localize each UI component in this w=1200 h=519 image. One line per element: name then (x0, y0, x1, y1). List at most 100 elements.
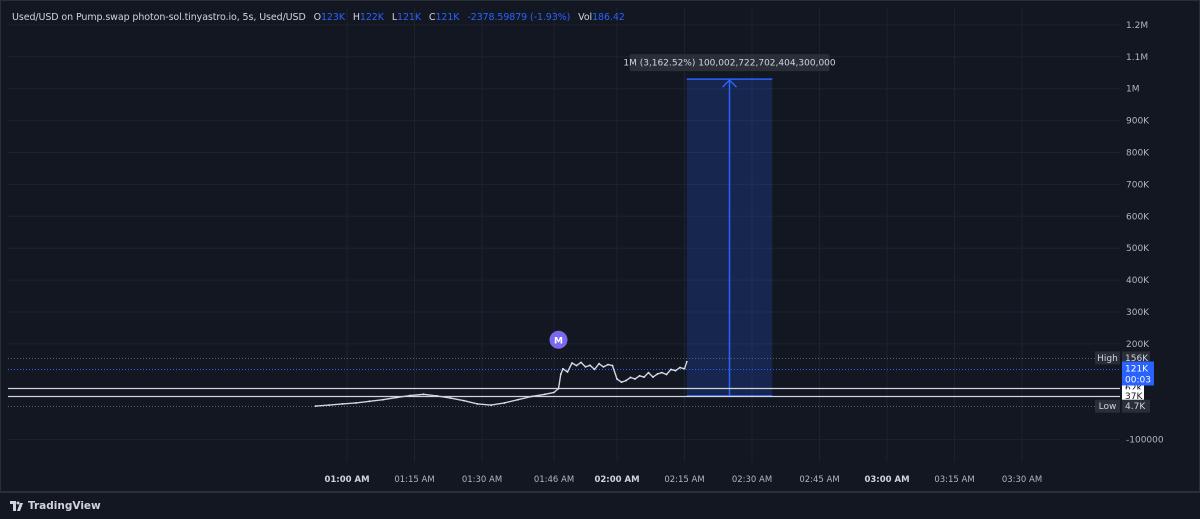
price-point (634, 378, 636, 380)
price-point (382, 398, 384, 401)
price-point (355, 402, 357, 404)
y-tick-label: 900K (1126, 117, 1150, 127)
price-point (665, 373, 668, 376)
level-value-tag-box (1122, 399, 1150, 413)
tradingview-logo-icon (10, 501, 23, 511)
price-point (395, 396, 398, 399)
price-point (685, 360, 688, 363)
brand-name: TradingView (28, 500, 101, 512)
low-key: L (391, 12, 398, 23)
price-point (602, 365, 605, 368)
change-value: -2378.59879 (-1.93%) (467, 12, 571, 23)
x-tick-label: 02:00 AM (594, 475, 639, 485)
price-point (593, 368, 596, 371)
x-tick-label: 01:00 AM (324, 475, 369, 485)
price-point (503, 402, 506, 404)
price-point (463, 399, 465, 402)
price-point (661, 371, 663, 374)
price-point (422, 393, 425, 396)
price-point (557, 387, 560, 390)
price-point (409, 394, 411, 397)
price-point (629, 376, 632, 379)
x-tick-label: 03:00 AM (864, 475, 909, 485)
y-tick-label: 600K (1126, 212, 1150, 222)
low-value: 121K (397, 12, 421, 23)
price-point (625, 379, 627, 382)
price-point (490, 404, 492, 407)
y-tick-label: 700K (1126, 180, 1150, 190)
price-point (517, 398, 519, 401)
chart-border (0, 0, 1200, 492)
footer-bar: TradingView (0, 492, 1200, 519)
y-tick-label: 1M (1126, 85, 1140, 95)
price-point (328, 404, 330, 407)
level-value-tag: 62K (1125, 384, 1143, 394)
symbol-title[interactable]: Used/USD on Pump.swap photon-sol.tinyast… (12, 12, 306, 23)
tradingview-brand[interactable]: TradingView (10, 500, 101, 512)
y-tick-label: 1.1M (1126, 53, 1148, 63)
marker-bubble (549, 330, 568, 349)
price-point (559, 373, 562, 376)
price-point (647, 371, 650, 374)
volume-value: 186.42 (592, 12, 625, 23)
price-point (476, 402, 479, 405)
price-point (314, 405, 317, 408)
price-point (562, 367, 564, 370)
x-tick-label: 03:15 AM (934, 475, 974, 485)
measure-arrow-head (721, 79, 738, 88)
price-point (341, 402, 344, 405)
price-point (449, 397, 452, 400)
price-point (368, 400, 371, 403)
price-point (674, 369, 677, 372)
current-price-tag: 121K (1125, 365, 1149, 375)
y-tick-label: -100000 (1126, 436, 1164, 446)
volume-key: Vol (578, 12, 593, 23)
x-tick-label: 01:15 AM (394, 475, 434, 485)
open-key: O (313, 12, 321, 23)
x-tick-label: 01:30 AM (462, 475, 502, 485)
price-point (598, 362, 600, 365)
price-point (544, 393, 546, 396)
high-key: H (352, 12, 360, 23)
level-name-tag-box (1095, 399, 1120, 413)
y-tick-label: 200K (1126, 340, 1150, 350)
price-point (566, 371, 569, 373)
x-tick-label: 02:30 AM (732, 475, 772, 485)
level-value-tag-box (1122, 389, 1144, 403)
x-tick-label: 01:46 AM (534, 475, 574, 485)
price-point (670, 368, 672, 371)
price-point (643, 376, 645, 378)
price-point (575, 364, 578, 367)
countdown-tag: 00:03 (1125, 376, 1151, 386)
chart-legend: Used/USD on Pump.swap photon-sol.tinyast… (12, 12, 625, 23)
price-point (607, 363, 609, 366)
price-point (530, 395, 533, 398)
price-point (656, 372, 659, 375)
price-point (571, 362, 573, 364)
price-point (611, 364, 614, 367)
price-point (638, 374, 641, 377)
x-tick-label: 02:15 AM (664, 475, 704, 485)
open-value: 123K (320, 12, 345, 23)
price-point (679, 366, 681, 369)
price-point (683, 367, 686, 370)
price-point (652, 376, 654, 378)
y-tick-label: 800K (1126, 149, 1150, 159)
x-tick-label: 03:30 AM (1002, 475, 1042, 485)
y-tick-label: 300K (1126, 308, 1150, 318)
measure-label: 1M (3,162.52%) 100,002,722,702,404,300,0… (623, 59, 836, 69)
close-key: C (428, 12, 436, 23)
price-point (589, 364, 591, 367)
y-tick-label: 1.2M (1126, 21, 1148, 31)
level-name-tag: Low (1099, 402, 1117, 412)
level-value-tag: 4.7K (1125, 402, 1146, 412)
current-price-tag-box (1122, 361, 1154, 386)
price-point (553, 391, 555, 394)
price-point (616, 378, 618, 380)
price-point (620, 381, 623, 384)
level-value-tag: 156K (1125, 354, 1149, 364)
level-value-tag-box (1122, 351, 1150, 365)
y-tick-label: 500K (1126, 244, 1150, 254)
